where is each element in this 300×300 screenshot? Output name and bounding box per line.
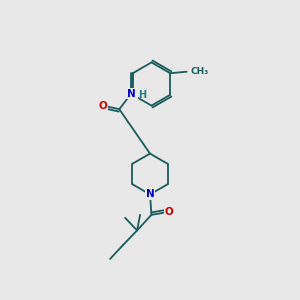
Text: H: H: [138, 90, 146, 100]
Text: O: O: [98, 101, 107, 111]
Text: N: N: [146, 189, 154, 200]
Text: N: N: [128, 90, 137, 100]
Text: N: N: [127, 88, 136, 99]
Text: CH₃: CH₃: [190, 67, 209, 76]
Text: O: O: [164, 207, 173, 218]
